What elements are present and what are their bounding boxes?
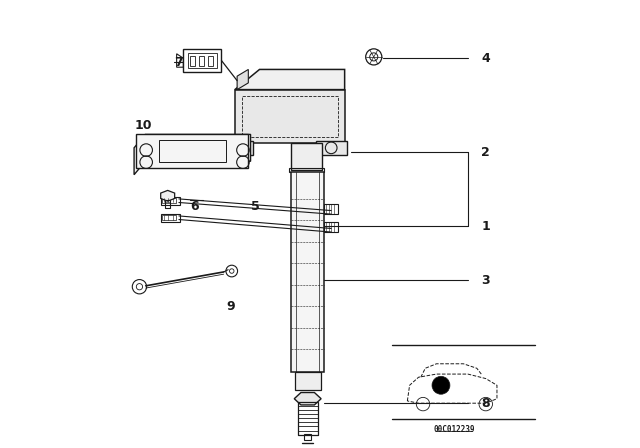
Bar [161,214,180,222]
Bar [295,372,321,390]
Bar [159,140,226,162]
Bar [136,134,248,168]
Bar [324,204,338,214]
Bar [188,53,217,68]
Polygon shape [221,141,253,155]
Bar [190,56,195,66]
Bar [184,49,221,72]
Bar [291,172,324,372]
Polygon shape [316,141,347,155]
Text: 10: 10 [134,119,152,132]
Bar [291,143,322,170]
Text: 5: 5 [251,199,259,213]
Bar [161,197,180,205]
Bar [304,434,311,440]
Polygon shape [235,69,345,90]
Bar [208,56,213,66]
Text: 7: 7 [174,56,183,69]
Bar [165,200,170,208]
Text: 4: 4 [481,52,490,65]
Circle shape [432,376,450,394]
Text: 2: 2 [481,146,490,159]
Bar [163,198,176,203]
Text: 6: 6 [190,199,198,213]
Polygon shape [294,392,321,405]
Polygon shape [237,69,248,90]
Polygon shape [134,134,251,175]
Polygon shape [161,190,175,201]
Bar [163,215,176,220]
Bar [242,96,338,137]
Bar [289,168,324,172]
Polygon shape [235,90,345,143]
Bar [199,56,204,66]
Bar [298,402,317,435]
Text: 1: 1 [481,220,490,233]
Bar [324,222,338,232]
Text: 8: 8 [481,396,490,410]
Text: 3: 3 [481,273,490,287]
Text: 00C012239: 00C012239 [433,425,476,434]
Text: 9: 9 [226,300,234,314]
